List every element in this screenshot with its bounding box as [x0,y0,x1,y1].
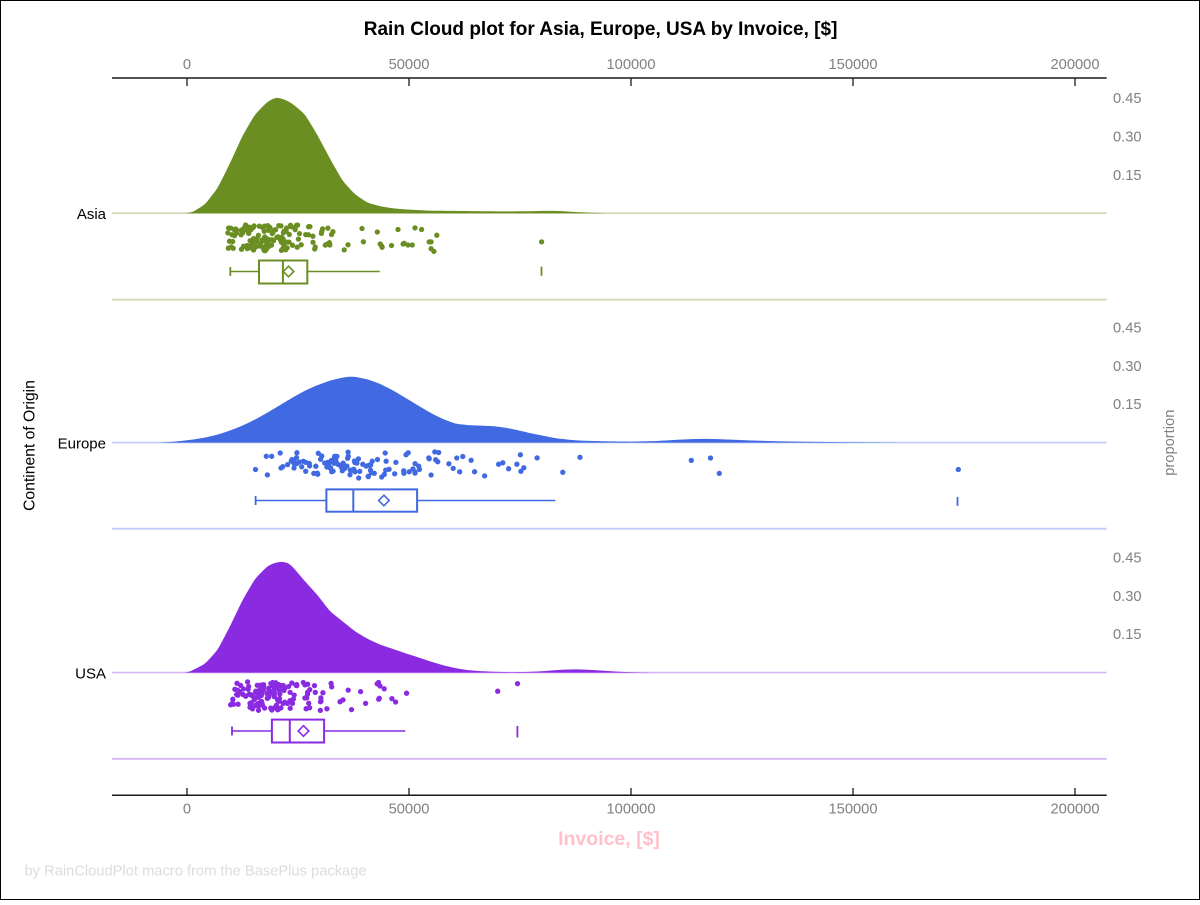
svg-text:0.30: 0.30 [1113,589,1142,605]
svg-text:0.30: 0.30 [1113,129,1142,145]
svg-text:50000: 50000 [389,57,430,73]
svg-text:Asia: Asia [77,206,107,223]
svg-text:0: 0 [183,57,191,73]
svg-text:100000: 100000 [606,802,655,818]
svg-text:100000: 100000 [606,57,655,73]
svg-text:200000: 200000 [1050,57,1099,73]
svg-text:0.45: 0.45 [1113,320,1142,336]
svg-text:0: 0 [183,802,191,818]
svg-text:0.45: 0.45 [1113,550,1142,566]
svg-text:proportion: proportion [1162,410,1178,476]
svg-text:USA: USA [75,666,106,683]
svg-text:150000: 150000 [828,802,877,818]
svg-text:0.15: 0.15 [1113,168,1142,184]
svg-text:50000: 50000 [389,802,430,818]
svg-text:200000: 200000 [1050,802,1099,818]
svg-text:Rain Cloud plot for Asia, Euro: Rain Cloud plot for Asia, Europe, USA by… [364,19,838,40]
svg-text:Continent of Origin: Continent of Origin [22,380,39,511]
svg-text:0.30: 0.30 [1113,359,1142,375]
svg-text:150000: 150000 [828,57,877,73]
svg-text:0.45: 0.45 [1113,91,1142,107]
svg-text:Europe: Europe [58,436,106,453]
svg-text:by RainCloudPlot macro from th: by RainCloudPlot macro from the BasePlus… [25,864,367,880]
svg-text:0.15: 0.15 [1113,397,1142,413]
svg-text:Invoice, [$]: Invoice, [$] [558,828,660,850]
svg-text:0.15: 0.15 [1113,627,1142,643]
